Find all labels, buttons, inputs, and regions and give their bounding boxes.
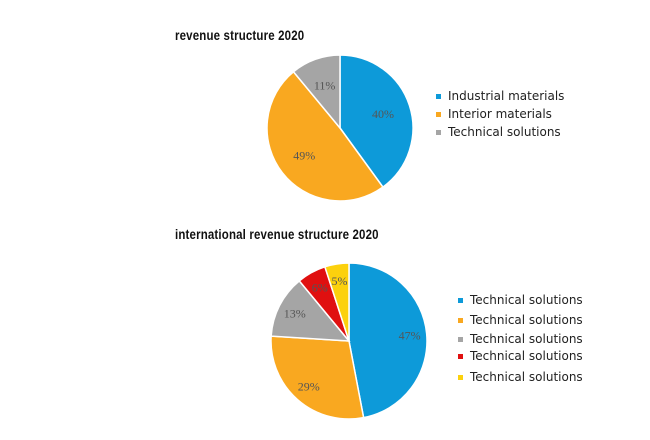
legend-item: Technical solutions: [458, 349, 583, 363]
legend-swatch: [436, 129, 441, 135]
chart-title-international: international revenue structure 2020: [175, 226, 379, 242]
pie-slice: [270, 279, 351, 342]
pie-slice: [292, 54, 341, 131]
data-label: 5%: [331, 274, 347, 288]
legend-item: Technical solutions: [458, 370, 583, 384]
legend-label: Technical solutions: [470, 332, 583, 346]
data-label: 47%: [399, 328, 421, 342]
legend-item: Technical solutions: [436, 125, 561, 139]
legend-swatch: [436, 111, 441, 117]
pie-slice: [348, 262, 428, 419]
pie-slice: [323, 262, 350, 342]
legend-label: Industrial materials: [448, 89, 565, 103]
data-label: 6%: [312, 281, 328, 295]
data-label: 29%: [298, 380, 320, 394]
legend-swatch: [458, 353, 463, 359]
legend-swatch: [436, 93, 441, 99]
pie-slice: [266, 70, 384, 202]
legend-label: Technical solutions: [470, 293, 583, 307]
legend-swatch: [458, 374, 463, 380]
legend-swatch: [458, 336, 463, 342]
pie-slice: [270, 335, 365, 420]
data-label: 49%: [293, 149, 315, 163]
data-label: 11%: [314, 78, 336, 92]
legend-item: Technical solutions: [458, 313, 583, 327]
legend-item: Interior materials: [436, 107, 552, 121]
chart-title-revenue: revenue structure 2020: [175, 27, 305, 43]
legend-swatch: [458, 297, 463, 303]
legend-label: Technical solutions: [470, 349, 583, 363]
legend-label: Technical solutions: [470, 370, 583, 384]
data-label: 40%: [372, 107, 394, 121]
legend-label: Technical solutions: [448, 125, 561, 139]
legend-item: Technical solutions: [458, 293, 583, 307]
legend-swatch: [458, 317, 463, 323]
data-label: 13%: [284, 306, 306, 320]
legend-label: Interior materials: [448, 107, 552, 121]
legend-item: Technical solutions: [458, 332, 583, 346]
pie-slice: [339, 54, 414, 189]
legend-label: Technical solutions: [470, 313, 583, 327]
legend-item: Industrial materials: [436, 89, 564, 103]
